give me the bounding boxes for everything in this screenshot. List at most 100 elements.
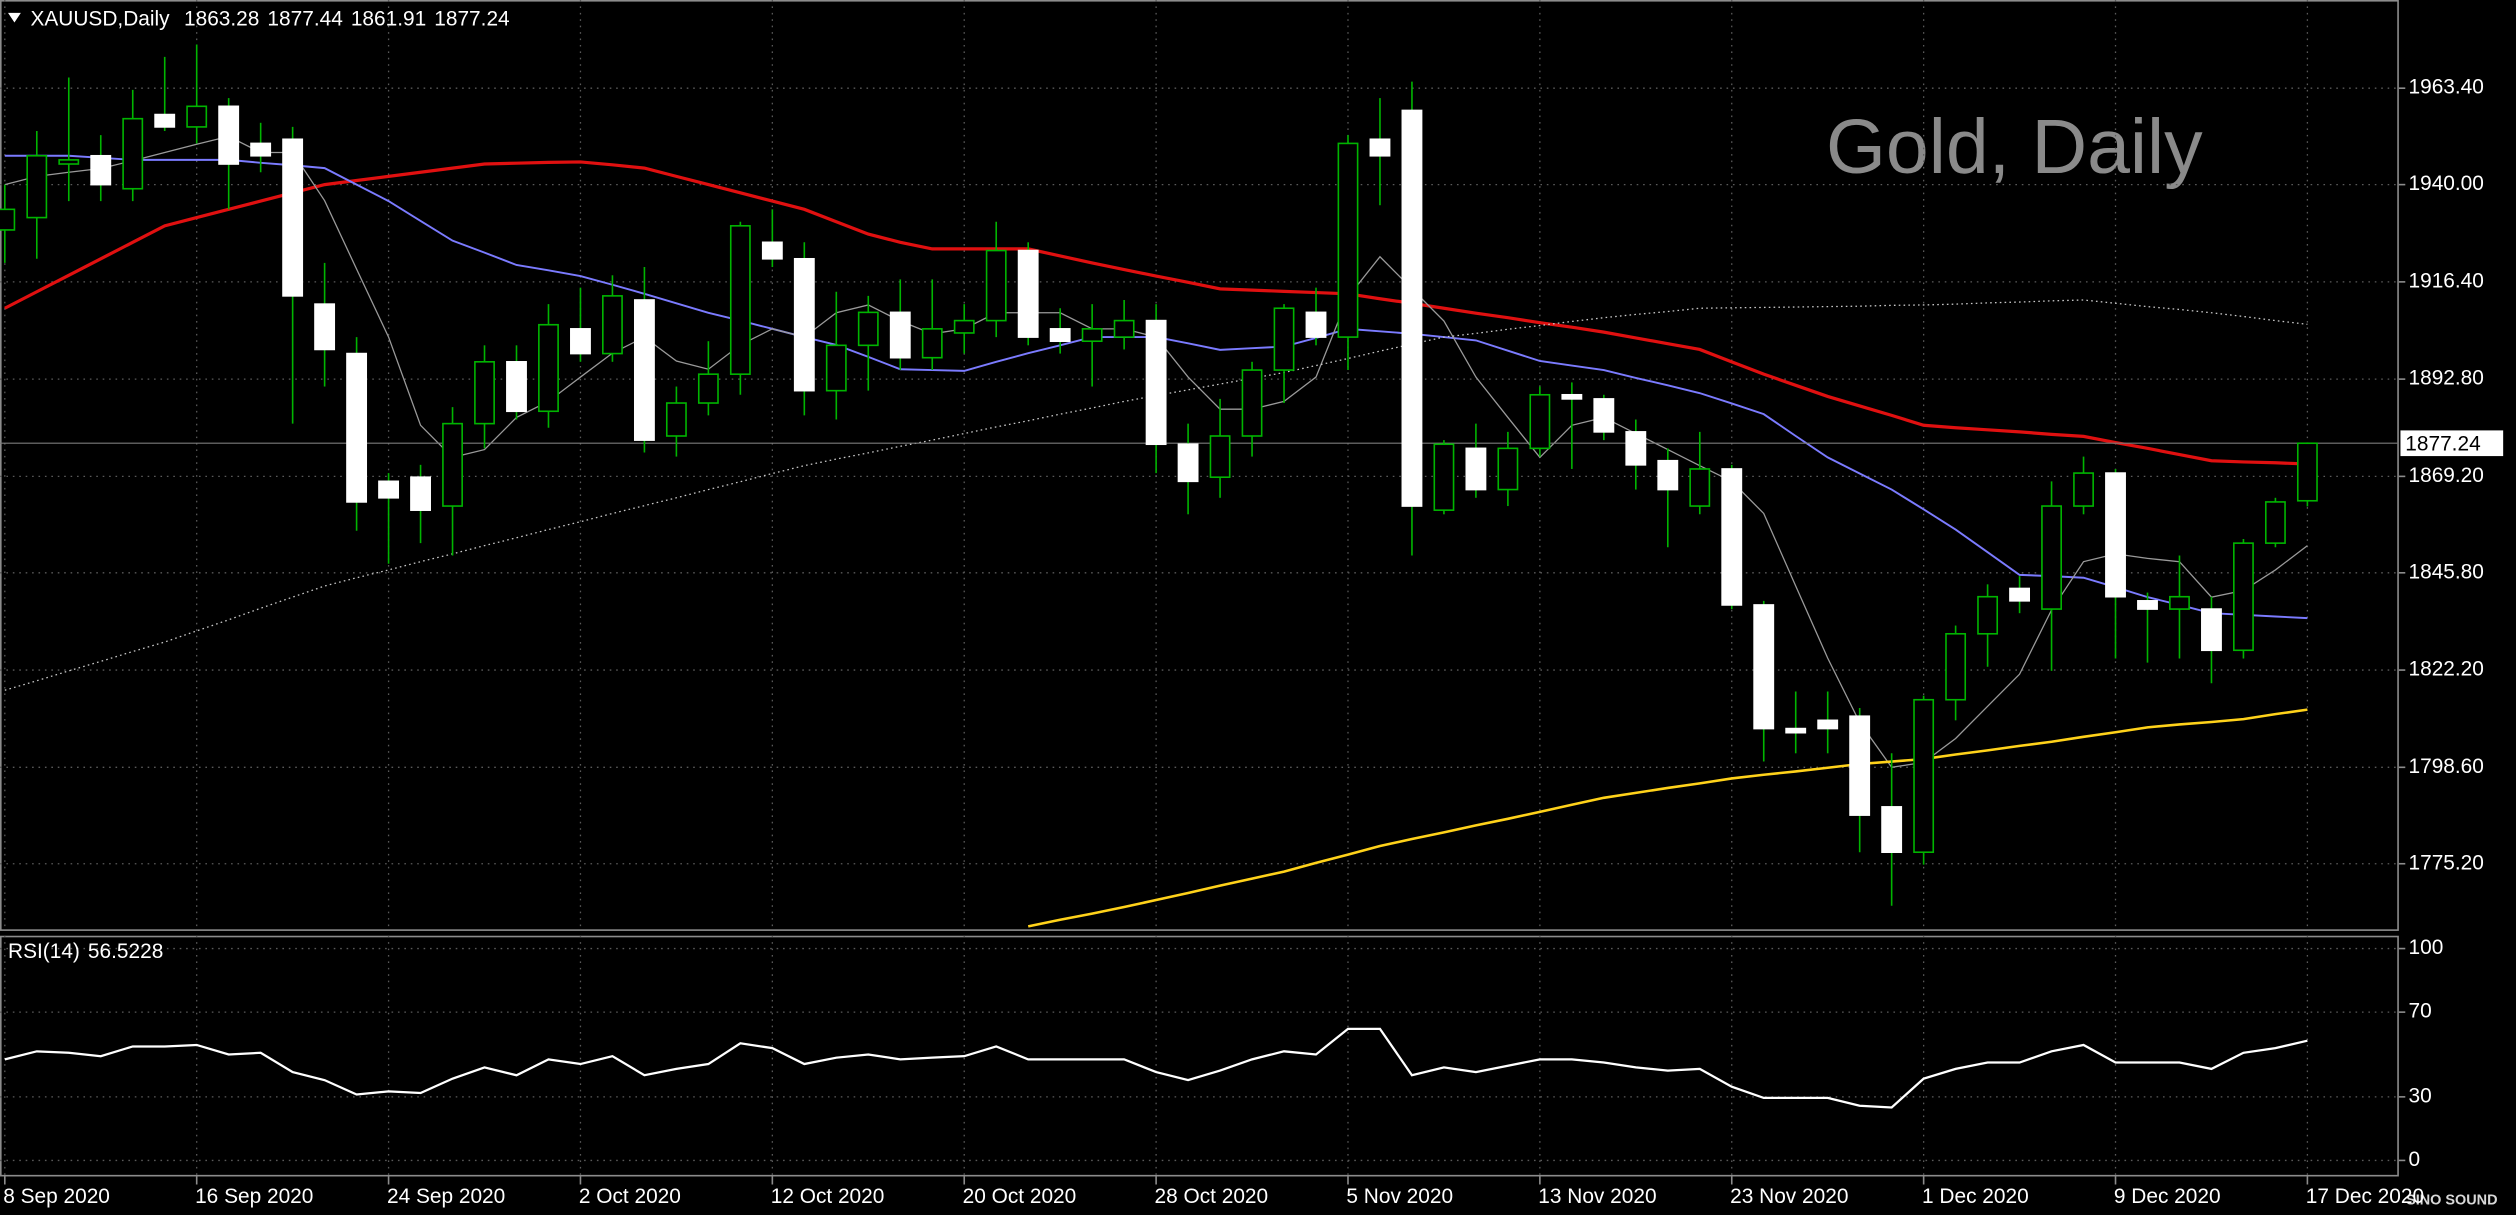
candle-body — [1945, 632, 1967, 701]
candle-body — [1497, 447, 1519, 491]
candle-body — [1753, 604, 1775, 730]
candle-body — [314, 303, 336, 351]
y-tick-label: 30 — [2408, 1084, 2431, 1107]
x-tick-label: 16 Sep 2020 — [195, 1185, 313, 1208]
candle-body — [1273, 307, 1295, 371]
header-close: 1877.24 — [434, 7, 509, 30]
candle-body — [570, 328, 591, 355]
last-price-box — [2400, 430, 2504, 457]
x-tick-label: 23 Nov 2020 — [1730, 1185, 1848, 1208]
rsi-panel-frame — [0, 935, 2399, 1177]
candle-body — [697, 373, 719, 404]
x-tick-label: 28 Oct 2020 — [1155, 1185, 1269, 1208]
y-tick-label: 1845.80 — [2408, 560, 2483, 583]
candle-body — [2073, 472, 2094, 507]
x-tick-label: 13 Nov 2020 — [1538, 1185, 1656, 1208]
candle-body — [2264, 501, 2286, 544]
candle-body — [2105, 472, 2126, 598]
candle-body — [2009, 587, 2031, 602]
candle-body — [1689, 468, 1711, 507]
candle-body — [1593, 398, 1615, 433]
candle-body — [1657, 459, 1679, 491]
candle-body — [442, 422, 463, 507]
candle-body — [1337, 142, 1359, 338]
y-tick-label: 1916.40 — [2408, 269, 2483, 292]
header-open: 1863.28 — [184, 7, 259, 30]
candle-body — [985, 249, 1007, 322]
last-price-label: 1877.24 — [2405, 432, 2480, 455]
candle-body — [1721, 468, 1743, 606]
candle-body — [665, 402, 687, 437]
candle-body — [729, 225, 751, 375]
candle-body — [0, 208, 16, 231]
candle-body — [186, 105, 208, 128]
candle-body — [1625, 431, 1647, 466]
candle-body — [889, 311, 911, 359]
rsi-line — [4, 1027, 2308, 1109]
header-low: 1861.91 — [351, 7, 426, 30]
candle-body — [761, 241, 783, 260]
candle-body — [793, 257, 815, 392]
candle-body — [2041, 505, 2062, 610]
candle-body — [2296, 442, 2318, 502]
candle-body — [1785, 727, 1807, 734]
candle-body — [1081, 328, 1103, 343]
symbol: XAUUSD,Daily — [30, 7, 170, 30]
candle-body — [1913, 698, 1935, 854]
candle-body — [58, 159, 80, 165]
x-tick-label: 9 Dec 2020 — [2114, 1185, 2221, 1208]
rsi-last-value: 56.5228 — [88, 939, 163, 962]
y-tick-label: 100 — [2408, 936, 2443, 959]
candle-body — [250, 142, 272, 157]
candle-body — [1561, 393, 1583, 400]
candle-body — [1881, 806, 1903, 854]
candle-body — [857, 311, 879, 347]
candle-body — [1017, 249, 1039, 338]
candle-body — [282, 138, 304, 297]
candle-body — [1465, 447, 1487, 491]
y-tick-label: 1892.80 — [2408, 367, 2483, 390]
candle-body — [1529, 393, 1551, 450]
y-tick-label: 0 — [2408, 1148, 2420, 1171]
candle-body — [1209, 435, 1231, 479]
chart-header: XAUUSD,Daily 1863.28 1877.44 1861.91 1877.24 — [30, 7, 509, 30]
candle-body — [154, 113, 176, 128]
candle-body — [378, 480, 400, 499]
candle-body — [90, 154, 112, 186]
candle-body — [921, 328, 943, 359]
candle-body — [1049, 328, 1071, 343]
header-high: 1877.44 — [267, 7, 342, 30]
x-tick-label: 12 Oct 2020 — [771, 1185, 885, 1208]
candle-body — [1849, 715, 1871, 816]
y-tick-label: 1940.00 — [2408, 172, 2483, 195]
rsi-title: RSI(14) — [8, 939, 80, 962]
candle-body — [2233, 542, 2254, 652]
candle-body — [538, 323, 559, 413]
y-tick-label: 1963.40 — [2408, 76, 2483, 99]
candle-body — [122, 117, 144, 190]
candle-body — [1369, 138, 1391, 157]
candle-body — [1817, 719, 1839, 730]
candle-body — [1241, 369, 1263, 437]
candle-body — [2137, 600, 2158, 610]
candle-body — [474, 361, 495, 425]
y-tick-label: 1822.20 — [2408, 658, 2483, 681]
candle-body — [410, 476, 431, 511]
y-tick-label: 1775.20 — [2408, 851, 2483, 874]
candle-body — [2169, 595, 2190, 610]
candle-body — [1305, 311, 1327, 338]
watermark-title: Gold, Daily — [1826, 104, 2203, 190]
candle-body — [2201, 608, 2222, 652]
menu-arrow[interactable] — [8, 12, 21, 23]
moving-average — [4, 160, 2308, 466]
candle-body — [1113, 319, 1135, 338]
rsi-header: RSI(14) 56.5228 — [8, 939, 163, 962]
price-panel-frame — [0, 0, 2399, 931]
y-tick-label: 70 — [2408, 1000, 2431, 1023]
candle-body — [1177, 443, 1199, 483]
candle-body — [1977, 595, 1999, 635]
moving-average — [1027, 708, 2308, 928]
x-tick-label: 20 Oct 2020 — [963, 1185, 1077, 1208]
